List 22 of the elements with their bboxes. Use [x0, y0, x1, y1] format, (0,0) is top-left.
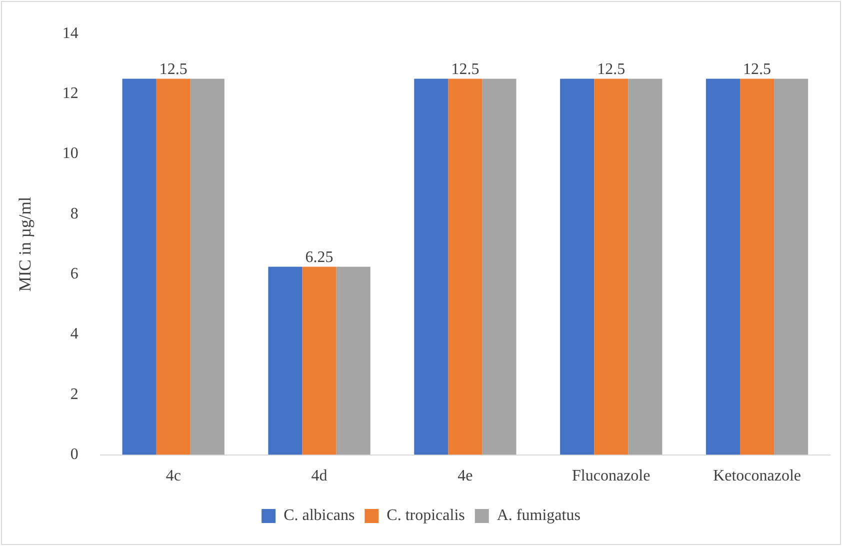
x-tick-label: 4d	[311, 468, 328, 485]
legend-label: C. albicans	[284, 507, 355, 524]
legend-label: A. fumigatus	[496, 507, 580, 524]
y-tick-label: 12	[62, 84, 78, 102]
data-label: 6.25	[305, 248, 334, 266]
y-tick-label: 10	[62, 145, 78, 162]
data-label: 12.5	[451, 60, 480, 78]
legend-label: C. tropicalis	[386, 507, 465, 524]
x-tick-label: 4e	[458, 468, 473, 485]
y-tick-label: 4	[70, 326, 78, 343]
x-tick-label: Fluconazole	[572, 468, 650, 485]
y-tick-label: 8	[70, 205, 78, 222]
y-tick-label: 14	[62, 24, 78, 42]
data-label: 12.5	[743, 60, 772, 78]
y-tick-label: 0	[70, 446, 78, 464]
x-tick-label: Ketoconazole	[713, 468, 802, 485]
y-tick-label: 2	[70, 386, 78, 403]
data-label: 12.5	[597, 60, 626, 78]
x-tick-label: 4c	[166, 468, 181, 485]
data-label: 12.5	[159, 60, 188, 78]
y-axis-title: MIC in µg/ml	[16, 196, 35, 292]
y-tick-label: 6	[70, 265, 78, 282]
